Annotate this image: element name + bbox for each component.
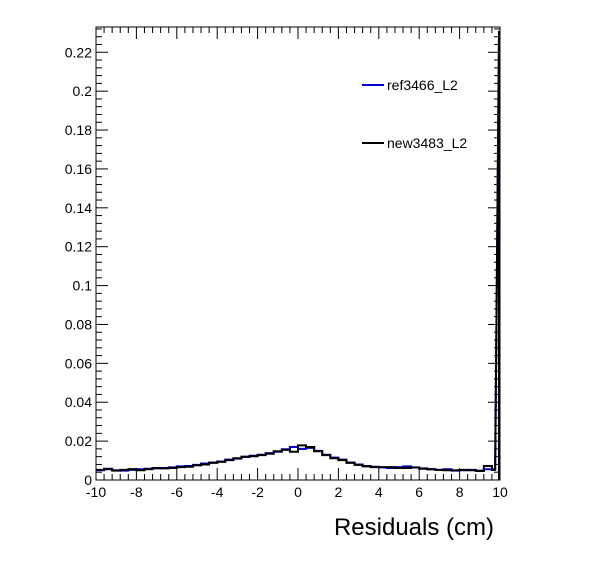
x-tick-label: -6: [171, 484, 184, 500]
y-tick-label: 0: [84, 472, 92, 488]
y-tick-label: 0.06: [65, 355, 92, 371]
legend-label: new3483_L2: [387, 135, 467, 151]
y-tick-label: 0.08: [65, 316, 92, 332]
x-tick-label: 4: [375, 484, 383, 500]
x-tick-label: -10: [86, 484, 106, 500]
y-tick-label: 0.1: [73, 278, 93, 294]
plot-frame: [95, 26, 501, 481]
x-tick-label: -2: [251, 484, 264, 500]
y-tick-label: 0.04: [65, 394, 92, 410]
x-tick-label: -4: [211, 484, 224, 500]
legend-label: ref3466_L2: [387, 77, 458, 93]
x-tick-label: 0: [294, 484, 302, 500]
y-tick-label: 0.02: [65, 433, 92, 449]
tick-labels: -10 -8 -6 -4 -2 0 2 4 6 8 10 0 0.02 0.04 0.06 0.08 0.1 0.…: [65, 44, 508, 500]
y-tick-label: 0.12: [65, 239, 92, 255]
x-tick-label: 6: [415, 484, 423, 500]
y-tick-label: 0.2: [73, 83, 93, 99]
x-axis-title: Residuals (cm): [334, 514, 494, 541]
y-tick-label: 0.16: [65, 161, 92, 177]
y-tick-label: 0.18: [65, 122, 92, 138]
x-tick-label: 8: [456, 484, 464, 500]
x-tick-label: 10: [492, 484, 508, 500]
x-tick-label: 2: [335, 484, 343, 500]
legend: ref3466_L2 new3483_L2: [362, 77, 467, 151]
series-group: [96, 30, 500, 480]
y-tick-label: 0.22: [65, 44, 92, 60]
x-tick-label: -8: [130, 484, 143, 500]
series-line-new3483_L2: [96, 30, 500, 480]
y-tick-label: 0.14: [65, 200, 92, 216]
